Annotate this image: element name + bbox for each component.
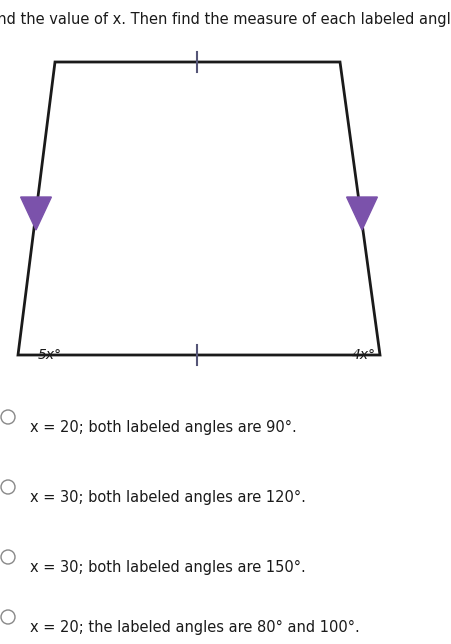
- Polygon shape: [347, 197, 377, 230]
- Text: x = 20; both labeled angles are 90°.: x = 20; both labeled angles are 90°.: [30, 420, 297, 435]
- Polygon shape: [18, 62, 380, 355]
- Polygon shape: [21, 197, 51, 230]
- Text: x = 30; both labeled angles are 120°.: x = 30; both labeled angles are 120°.: [30, 490, 306, 505]
- Text: Find the value of x. Then find the measure of each labeled angle.: Find the value of x. Then find the measu…: [0, 12, 451, 27]
- Text: x = 20; the labeled angles are 80° and 100°.: x = 20; the labeled angles are 80° and 1…: [30, 620, 360, 635]
- Text: 5x°: 5x°: [38, 348, 62, 362]
- Text: x = 30; both labeled angles are 150°.: x = 30; both labeled angles are 150°.: [30, 560, 306, 575]
- Text: 4x°: 4x°: [352, 348, 376, 362]
